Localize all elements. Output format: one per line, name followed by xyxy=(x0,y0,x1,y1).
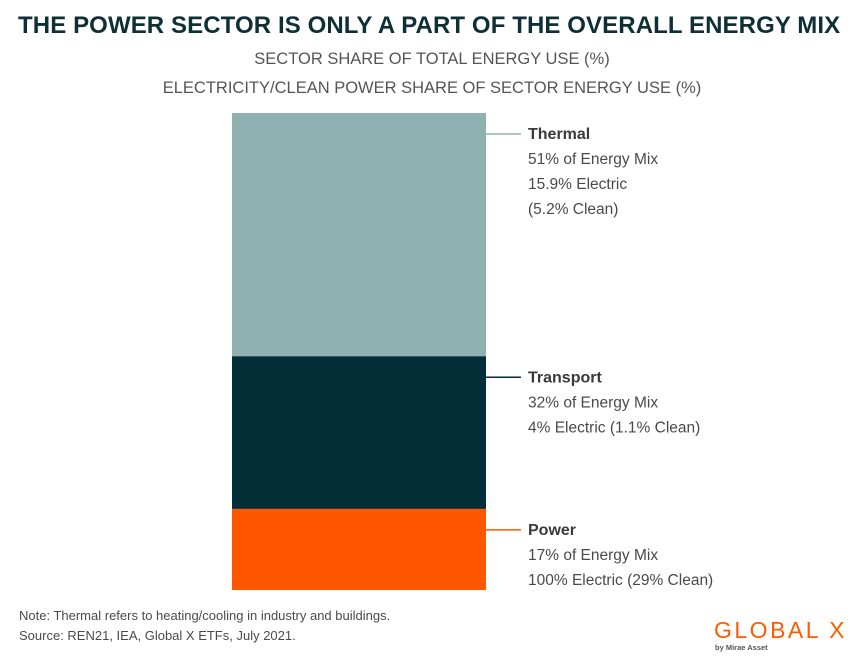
data-label-power-1: 17% of Energy Mix xyxy=(528,547,658,564)
note-text: Note: Thermal refers to heating/cooling … xyxy=(19,608,391,623)
chart-title: THE POWER SECTOR IS ONLY A PART OF THE O… xyxy=(18,12,841,39)
global-x-logo: GLOBAL X by Mirae Asset xyxy=(714,617,847,652)
chart-subtitle-1: SECTOR SHARE OF TOTAL ENERGY USE (%) xyxy=(254,50,610,68)
series-label-thermal: Thermal xyxy=(528,126,590,143)
logo-wordmark: GLOBAL X xyxy=(714,617,847,643)
data-label-power-2: 100% Electric (29% Clean) xyxy=(528,572,713,589)
bar-segment-transport xyxy=(232,356,486,509)
data-label-thermal-1: 51% of Energy Mix xyxy=(528,151,658,168)
data-label-thermal-3: (5.2% Clean) xyxy=(528,201,618,218)
stacked-bar-chart: Thermal 51% of Energy Mix 15.9% Electric (5… xyxy=(232,113,713,590)
bar-segment-power xyxy=(232,508,486,590)
bar-segment-thermal xyxy=(232,113,486,357)
chart-subtitle-2: ELECTRICITY/CLEAN POWER SHARE OF SECTOR … xyxy=(162,79,702,97)
logo-tagline: by Mirae Asset xyxy=(715,643,768,652)
data-label-transport-2: 4% Electric (1.1% Clean) xyxy=(528,419,700,436)
data-label-thermal-2: 15.9% Electric xyxy=(528,176,627,193)
data-label-transport-1: 32% of Energy Mix xyxy=(528,394,658,411)
series-label-transport: Transport xyxy=(528,369,602,386)
series-label-power: Power xyxy=(528,522,576,539)
source-text: Source: REN21, IEA, Global X ETFs, July … xyxy=(19,628,296,643)
